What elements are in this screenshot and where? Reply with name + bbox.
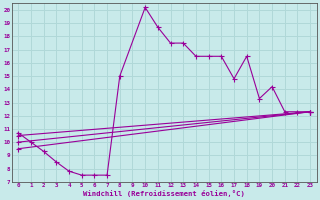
X-axis label: Windchill (Refroidissement éolien,°C): Windchill (Refroidissement éolien,°C)	[83, 190, 245, 197]
